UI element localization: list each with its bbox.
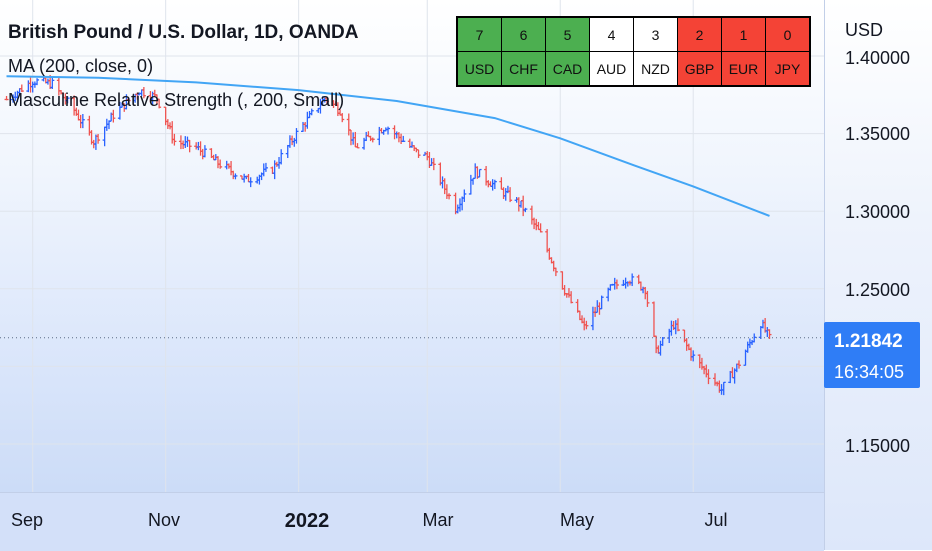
indicator-strength-legend[interactable]: Masculine Relative Strength (, 200, Smal… xyxy=(8,90,345,110)
price-chart xyxy=(0,0,824,492)
price-tick: 1.15000 xyxy=(845,436,911,456)
time-tick: 2022 xyxy=(284,510,330,532)
strength-score-cell: 5 xyxy=(545,16,590,52)
symbol-title[interactable]: British Pound / U.S. Dollar, 1D, OANDA xyxy=(8,22,359,43)
time-axis[interactable] xyxy=(0,492,824,551)
strength-score-cell: 3 xyxy=(633,16,678,52)
strength-currency-cell: JPY xyxy=(765,51,811,87)
time-tick: Nov xyxy=(147,510,181,530)
strength-score-cell: 1 xyxy=(721,16,766,52)
bar-countdown: 16:34:05 xyxy=(834,362,905,382)
strength-currency-cell: CAD xyxy=(545,51,590,87)
indicator-ma-legend[interactable]: MA (200, close, 0) xyxy=(8,56,154,76)
time-tick: May xyxy=(559,510,595,530)
price-tick: 1.25000 xyxy=(845,280,911,300)
strength-currency-cell: EUR xyxy=(721,51,766,87)
last-price-badge: 1.21842 16:34:05 xyxy=(824,322,920,388)
last-price-value: 1.21842 xyxy=(834,331,903,352)
time-tick: Sep xyxy=(10,510,44,530)
price-tick: 1.40000 xyxy=(845,48,911,68)
strength-currency-cell: CHF xyxy=(501,51,546,87)
strength-score-cell: 4 xyxy=(589,16,634,52)
ma-line xyxy=(6,75,770,217)
strength-currency-cell: GBP xyxy=(677,51,722,87)
strength-currency-cell: AUD xyxy=(589,51,634,87)
strength-currency-cell: NZD xyxy=(633,51,678,87)
strength-currency-cell: USD xyxy=(456,51,502,87)
price-tick: 1.35000 xyxy=(845,124,911,144)
strength-score-cell: 7 xyxy=(456,16,502,52)
price-axis[interactable] xyxy=(824,0,932,550)
strength-score-cell: 0 xyxy=(765,16,811,52)
strength-score-cell: 6 xyxy=(501,16,546,52)
currency-label: USD xyxy=(845,20,884,40)
strength-score-cell: 2 xyxy=(677,16,722,52)
price-tick: 1.30000 xyxy=(845,202,911,222)
time-tick: Jul xyxy=(704,510,728,530)
time-tick: Mar xyxy=(422,510,454,530)
